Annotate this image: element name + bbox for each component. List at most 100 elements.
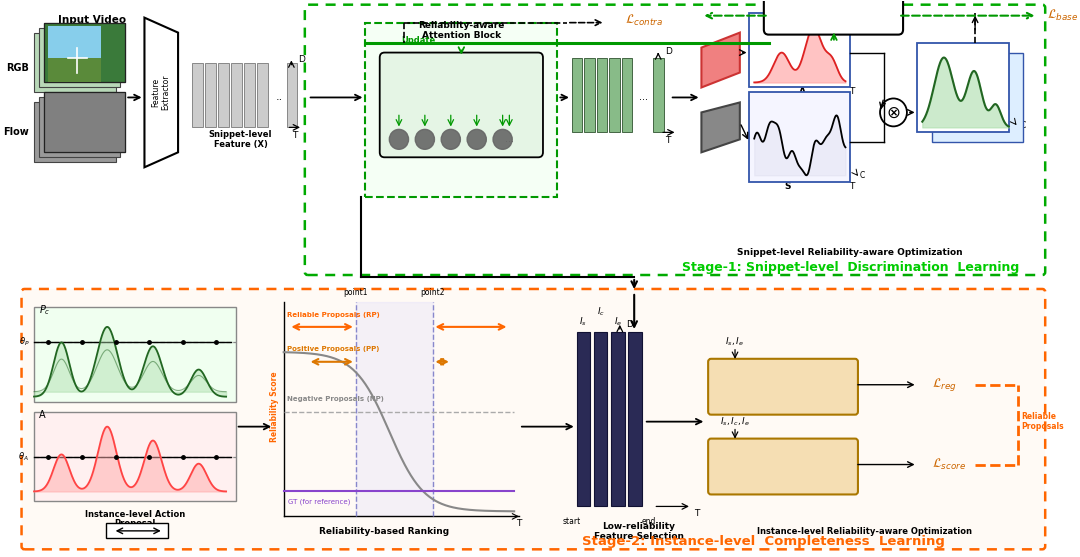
Text: $\theta_A$: $\theta_A$ — [18, 450, 29, 463]
Text: C: C — [860, 171, 864, 180]
Bar — [365, 23, 557, 197]
Bar — [106, 524, 168, 539]
Bar — [597, 57, 607, 133]
Text: Reliable: Reliable — [438, 77, 484, 87]
Text: $I_c$: $I_c$ — [596, 306, 605, 318]
Bar — [594, 332, 607, 506]
Bar — [205, 62, 216, 128]
Text: Stage-1: Snippet-level  Discrimination  Learning: Stage-1: Snippet-level Discrimination Le… — [681, 261, 1018, 273]
Bar — [218, 62, 229, 128]
Text: P: P — [957, 133, 964, 142]
Polygon shape — [701, 33, 740, 87]
Text: Attention Block: Attention Block — [422, 31, 501, 40]
Text: point2: point2 — [420, 288, 445, 297]
Text: end: end — [642, 517, 656, 526]
Text: Reliability-based Ranking: Reliability-based Ranking — [320, 527, 449, 536]
FancyBboxPatch shape — [764, 0, 903, 35]
Text: T: T — [516, 519, 522, 528]
Bar — [609, 57, 620, 133]
Text: $I_e$: $I_e$ — [613, 316, 622, 328]
Text: T: T — [293, 131, 298, 140]
Text: Reliable Proposals (RP): Reliable Proposals (RP) — [286, 312, 379, 318]
FancyBboxPatch shape — [305, 4, 1045, 275]
Bar — [584, 57, 595, 133]
Bar — [918, 42, 1009, 133]
Bar — [35, 412, 235, 501]
Text: T: T — [694, 509, 700, 518]
Text: ⊗: ⊗ — [887, 104, 901, 121]
FancyBboxPatch shape — [380, 52, 543, 157]
Text: Negative Proposals (NP): Negative Proposals (NP) — [286, 395, 383, 402]
Circle shape — [442, 129, 460, 149]
Circle shape — [389, 129, 408, 149]
Circle shape — [415, 129, 434, 149]
Bar — [192, 62, 203, 128]
Bar — [257, 62, 268, 128]
Text: point1: point1 — [343, 288, 368, 297]
Circle shape — [494, 129, 512, 149]
Circle shape — [880, 99, 907, 126]
Text: ...: ... — [639, 92, 648, 102]
Text: D: D — [298, 55, 305, 64]
Bar — [49, 57, 102, 82]
Bar — [750, 13, 850, 87]
Text: Input Video: Input Video — [57, 14, 125, 25]
Text: ..: .. — [275, 92, 283, 102]
Text: Update: Update — [401, 36, 435, 45]
Bar — [622, 57, 632, 133]
Text: $\mathcal{L}_{score}$: $\mathcal{L}_{score}$ — [932, 457, 966, 472]
Text: RGB: RGB — [6, 62, 29, 72]
Text: Proposal: Proposal — [114, 519, 156, 528]
Text: $I_s$: $I_s$ — [579, 316, 588, 328]
Text: $I_s, I_c, I_e$: $I_s, I_c, I_e$ — [720, 416, 751, 428]
Text: Reliability-aware: Reliability-aware — [418, 21, 504, 30]
Bar — [611, 332, 624, 506]
Text: T: T — [1007, 133, 1011, 142]
Bar — [43, 23, 125, 82]
Bar — [629, 332, 642, 506]
Text: GT (for reference): GT (for reference) — [288, 498, 351, 505]
Text: Memory: Memory — [440, 90, 484, 100]
Text: ...: ... — [504, 134, 514, 144]
Text: T: T — [850, 182, 855, 190]
Bar — [932, 52, 1023, 143]
Bar — [653, 57, 664, 133]
Text: Snippet-level Reliability-aware Optimization: Snippet-level Reliability-aware Optimiza… — [738, 247, 963, 257]
Bar — [571, 57, 582, 133]
Bar — [231, 62, 242, 128]
Text: Snippet-level
Feature (X): Snippet-level Feature (X) — [208, 130, 272, 149]
Text: T: T — [665, 136, 671, 145]
Bar — [39, 28, 121, 87]
Text: D: D — [626, 320, 633, 329]
Text: $\mathcal{L}_{contra}$: $\mathcal{L}_{contra}$ — [624, 13, 663, 28]
Text: Instance-level Action: Instance-level Action — [84, 510, 185, 519]
Bar — [244, 62, 255, 128]
Text: $\theta_P$: $\theta_P$ — [18, 335, 29, 348]
Text: start: start — [563, 517, 581, 526]
Bar — [49, 26, 102, 57]
Text: Feature
Extractor: Feature Extractor — [151, 75, 171, 110]
Text: $\mathcal{L}_{base}$: $\mathcal{L}_{base}$ — [1048, 8, 1078, 23]
Bar — [35, 102, 116, 162]
Bar — [43, 92, 125, 152]
Text: $P_c$: $P_c$ — [39, 303, 51, 317]
Text: Snippets: Snippets — [810, 14, 859, 25]
Text: Positive Proposals (PP): Positive Proposals (PP) — [286, 346, 379, 352]
Bar — [43, 92, 125, 152]
Text: $I_s, I_e$: $I_s, I_e$ — [726, 335, 744, 348]
Text: $\mathcal{L}_{reg}$: $\mathcal{L}_{reg}$ — [932, 376, 957, 393]
Text: A: A — [39, 409, 45, 419]
Bar — [39, 97, 121, 157]
Text: C: C — [1021, 121, 1026, 130]
Text: Regression Head: Regression Head — [740, 380, 826, 389]
Bar — [43, 23, 125, 82]
FancyBboxPatch shape — [22, 289, 1045, 549]
Text: Reliable
Proposals: Reliable Proposals — [1022, 412, 1064, 431]
Bar — [750, 92, 850, 182]
Text: Reliability Score: Reliability Score — [270, 372, 279, 442]
Polygon shape — [145, 18, 178, 167]
Text: Score Head: Score Head — [754, 460, 812, 469]
Text: Instance-level Reliability-aware Optimization: Instance-level Reliability-aware Optimiz… — [757, 527, 972, 536]
Bar — [286, 62, 297, 128]
Text: D: D — [665, 47, 672, 56]
